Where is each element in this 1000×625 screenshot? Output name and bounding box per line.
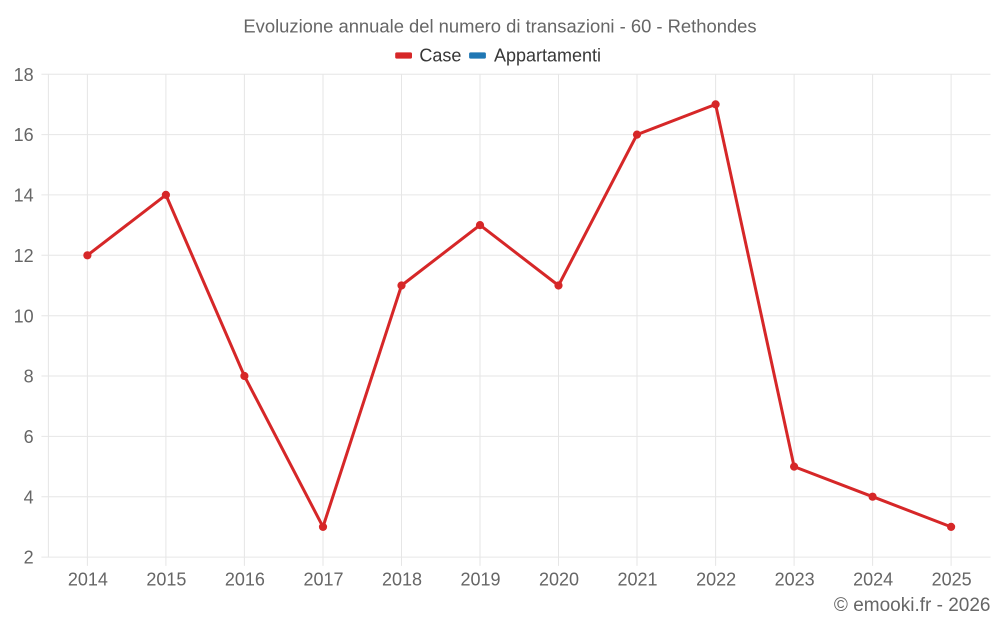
svg-text:2014: 2014 — [68, 569, 108, 589]
svg-text:© emooki.fr - 2026: © emooki.fr - 2026 — [834, 595, 991, 616]
svg-text:2016: 2016 — [225, 569, 265, 589]
svg-text:2022: 2022 — [696, 569, 736, 589]
svg-text:4: 4 — [24, 487, 34, 507]
svg-text:8: 8 — [24, 367, 34, 387]
svg-text:Evoluzione annuale del numero: Evoluzione annuale del numero di transaz… — [243, 16, 756, 37]
svg-text:2024: 2024 — [853, 569, 893, 589]
svg-text:2018: 2018 — [382, 569, 422, 589]
svg-text:2017: 2017 — [303, 569, 343, 589]
svg-text:Appartamenti: Appartamenti — [494, 46, 601, 66]
svg-text:2015: 2015 — [146, 569, 186, 589]
svg-text:2021: 2021 — [617, 569, 657, 589]
svg-text:Case: Case — [419, 46, 461, 66]
svg-text:2019: 2019 — [460, 569, 500, 589]
svg-text:6: 6 — [24, 427, 34, 447]
svg-text:10: 10 — [14, 306, 34, 326]
svg-text:2: 2 — [24, 548, 34, 568]
svg-text:2025: 2025 — [932, 569, 972, 589]
svg-text:16: 16 — [14, 125, 34, 145]
svg-text:2020: 2020 — [539, 569, 579, 589]
svg-text:18: 18 — [14, 65, 34, 85]
svg-text:14: 14 — [14, 186, 34, 206]
svg-text:12: 12 — [14, 246, 34, 266]
svg-text:2023: 2023 — [775, 569, 815, 589]
